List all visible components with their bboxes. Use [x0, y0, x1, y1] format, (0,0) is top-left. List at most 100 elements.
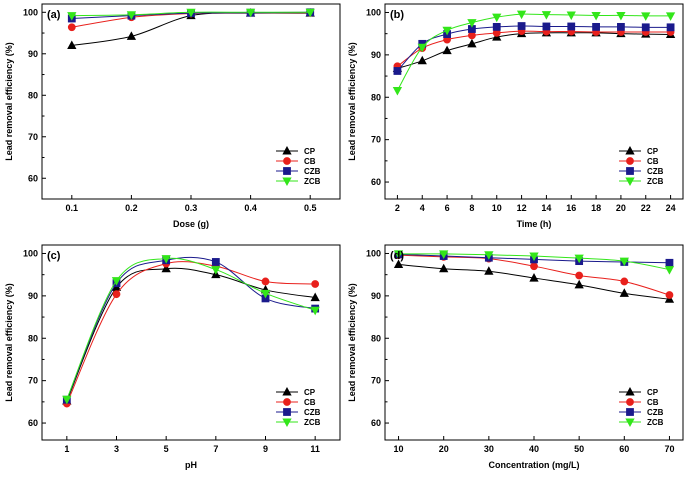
axis-frame — [41, 244, 341, 441]
data-point-cp — [126, 31, 137, 40]
x-tick-label: 60 — [619, 444, 629, 454]
y-tick-label: 80 — [28, 90, 38, 100]
data-point-cp — [467, 38, 477, 48]
axis-frame — [384, 3, 684, 200]
data-point-czb — [567, 22, 576, 31]
data-point-zcb — [62, 395, 72, 405]
y-tick-label: 60 — [28, 173, 38, 183]
chart-panel-1: 60 70 80 90 100 0.1 0.2 0.3 0.4 0.5 (a) Dose (g) Lea… — [4, 3, 341, 229]
x-tick-label: 9 — [263, 444, 268, 454]
data-point-zcb — [484, 251, 494, 260]
data-point-zcb — [591, 11, 601, 21]
data-point-cp — [484, 266, 494, 275]
data-point-cp — [529, 273, 539, 282]
data-point-zcb — [186, 8, 196, 18]
data-point-zcb — [467, 19, 477, 28]
data-point-zcb — [665, 12, 676, 21]
data-point-zcb — [245, 8, 256, 18]
data-point-cb — [665, 291, 674, 299]
data-point-cb — [575, 271, 584, 280]
x-tick-label: 22 — [641, 203, 651, 213]
legend-marker-cp — [282, 145, 292, 155]
data-point-zcb — [641, 12, 651, 21]
plot-area — [42, 4, 340, 199]
axis-frame — [41, 3, 341, 200]
data-point-zcb — [616, 11, 626, 21]
legend-marker-czb — [283, 408, 291, 416]
data-point-czb — [641, 23, 650, 32]
legend-marker-cp — [282, 386, 292, 396]
x-tick-label: 20 — [616, 203, 626, 213]
data-point-cp — [439, 263, 449, 273]
y-tick-label: 90 — [371, 50, 381, 60]
data-point-zcb — [442, 26, 452, 36]
data-point-zcb — [393, 250, 404, 259]
x-tick-label: 10 — [394, 444, 404, 454]
legend-marker-zcb — [625, 418, 635, 428]
legend-label-czb: CZB — [304, 408, 321, 417]
data-point-cp — [442, 45, 452, 55]
y-tick-label: 70 — [28, 132, 38, 142]
legend-label-czb: CZB — [647, 408, 664, 417]
legend-marker-cp — [625, 145, 635, 155]
data-point-cb — [530, 262, 538, 271]
legend-label-cb: CB — [647, 398, 659, 407]
data-point-zcb — [67, 12, 77, 21]
data-point-czb — [665, 258, 674, 267]
data-point-cp — [619, 288, 629, 297]
x-tick-label: 11 — [310, 444, 320, 454]
legend-marker-cb — [626, 157, 634, 165]
plot-area — [42, 245, 340, 440]
y-tick-label: 70 — [371, 135, 381, 145]
data-point-cb — [311, 280, 320, 288]
data-point-cp — [67, 40, 77, 49]
data-point-czb — [542, 22, 551, 31]
data-point-zcb — [417, 43, 427, 53]
x-tick-label: 24 — [666, 203, 676, 213]
x-tick-label: 0.1 — [66, 203, 79, 213]
panel-label: (c) — [47, 250, 61, 262]
data-point-zcb — [541, 11, 552, 20]
x-tick-label: 0.3 — [185, 203, 198, 213]
y-tick-label: 100 — [366, 248, 381, 258]
legend-label-czb: CZB — [647, 167, 664, 176]
panel-label: (d) — [390, 250, 404, 262]
x-tick-label: 3 — [114, 444, 119, 454]
legend-marker-czb — [626, 167, 634, 175]
data-point-zcb — [305, 8, 315, 18]
data-point-zcb — [492, 13, 502, 23]
data-point-zcb — [111, 277, 122, 286]
y-tick-label: 90 — [28, 49, 38, 59]
legend-marker-cb — [283, 157, 291, 165]
y-tick-label: 60 — [371, 177, 381, 187]
legend-marker-czb — [283, 167, 291, 175]
data-point-zcb — [516, 10, 527, 20]
y-tick-label: 90 — [371, 291, 381, 301]
data-point-zcb — [439, 250, 449, 259]
x-axis-title: Dose (g) — [173, 219, 209, 229]
legend-marker-cp — [625, 386, 635, 396]
x-tick-label: 40 — [529, 444, 539, 454]
x-tick-label: 14 — [541, 203, 551, 213]
data-point-cp — [417, 55, 427, 65]
y-tick-label: 70 — [28, 376, 38, 386]
x-tick-label: 30 — [484, 444, 494, 454]
data-point-cb — [261, 277, 270, 286]
legend-label-cp: CP — [304, 147, 316, 156]
legend-label-cp: CP — [304, 388, 316, 397]
legend-label-cp: CP — [647, 388, 659, 397]
x-tick-label: 12 — [517, 203, 527, 213]
legend-marker-zcb — [282, 418, 292, 428]
y-tick-label: 90 — [28, 291, 38, 301]
legend-label-cb: CB — [304, 398, 316, 407]
panel-label: (b) — [390, 9, 404, 21]
data-point-zcb — [161, 255, 171, 264]
data-point-czb — [393, 67, 402, 75]
legend-marker-cb — [626, 398, 634, 406]
legend-label-zcb: ZCB — [647, 418, 664, 427]
y-tick-label: 80 — [371, 92, 381, 102]
data-point-zcb — [664, 266, 675, 275]
data-point-zcb — [260, 289, 271, 299]
y-axis-title: Lead removal efficiency (%) — [4, 283, 14, 402]
